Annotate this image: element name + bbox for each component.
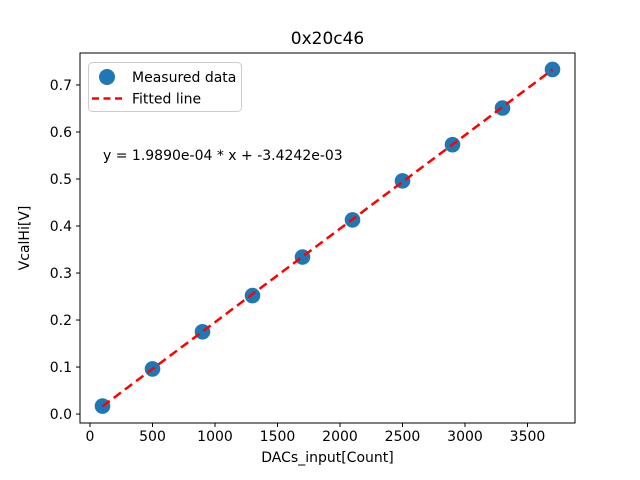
y-tick-label: 0.1 [50, 360, 72, 376]
x-tick-label: 0 [86, 429, 95, 445]
legend-label-measured-data: Measured data [132, 70, 236, 86]
y-tick-label: 0.0 [50, 407, 72, 423]
axis-ticks: 0 500 1000 1500 2000 2500 3000 3500 0.0 0.1 0.2 0.3… [50, 78, 546, 445]
x-axis-label: DACs_input[Count] [261, 450, 393, 466]
x-tick-label: 2000 [322, 429, 358, 445]
y-axis-label: VcalHi[V] [17, 206, 33, 271]
legend-box [88, 62, 242, 112]
y-tick-label: 0.7 [50, 78, 72, 94]
legend-label-fitted-line: Fitted line [132, 92, 201, 108]
fit-equation: y = 1.9890e-04 * x + -3.4242e-03 [103, 148, 343, 164]
legend-marker-measured-data [99, 69, 115, 85]
y-tick-label: 0.2 [50, 313, 72, 329]
chart-title: 0x20c46 [291, 29, 365, 49]
x-tick-label: 1000 [197, 429, 233, 445]
x-tick-label: 2500 [385, 429, 421, 445]
y-tick-label: 0.6 [50, 125, 72, 141]
y-tick-label: 0.4 [50, 219, 72, 235]
x-tick-label: 3000 [447, 429, 483, 445]
legend: Measured data Fitted line [88, 62, 242, 112]
x-tick-label: 3500 [510, 429, 546, 445]
y-tick-label: 0.5 [50, 172, 72, 188]
data-series [94, 61, 561, 414]
y-tick-label: 0.3 [50, 266, 72, 282]
scatter-point [544, 61, 561, 78]
x-tick-label: 1500 [260, 429, 296, 445]
fitted-line [101, 68, 554, 408]
x-tick-label: 500 [139, 429, 166, 445]
